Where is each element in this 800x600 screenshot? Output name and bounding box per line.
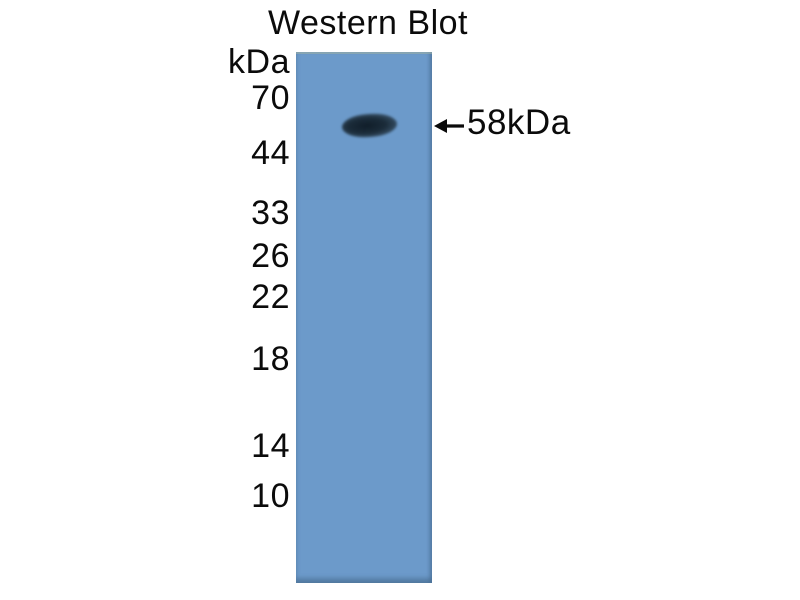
- ladder-marker-70: 70: [251, 79, 290, 117]
- ladder-marker-22: 22: [251, 278, 290, 316]
- ladder-marker-33: 33: [251, 194, 290, 232]
- band-size-label: 58kDa: [467, 103, 571, 142]
- left-arrow-icon: [434, 119, 464, 133]
- ladder-marker-44: 44: [251, 134, 290, 172]
- ladder-marker-18: 18: [251, 340, 290, 378]
- blot-lane: [296, 52, 432, 583]
- ladder-marker-10: 10: [251, 477, 290, 515]
- unit-label: kDa: [228, 43, 290, 81]
- protein-band: [341, 112, 398, 139]
- figure-title: Western Blot: [267, 4, 468, 42]
- ladder-marker-26: 26: [251, 237, 290, 275]
- band-annotation: 58kDa: [433, 103, 571, 143]
- ladder-marker-14: 14: [251, 427, 290, 465]
- molecular-weight-ladder: kDa 70 44 33 26 22 18 14 10: [0, 0, 290, 600]
